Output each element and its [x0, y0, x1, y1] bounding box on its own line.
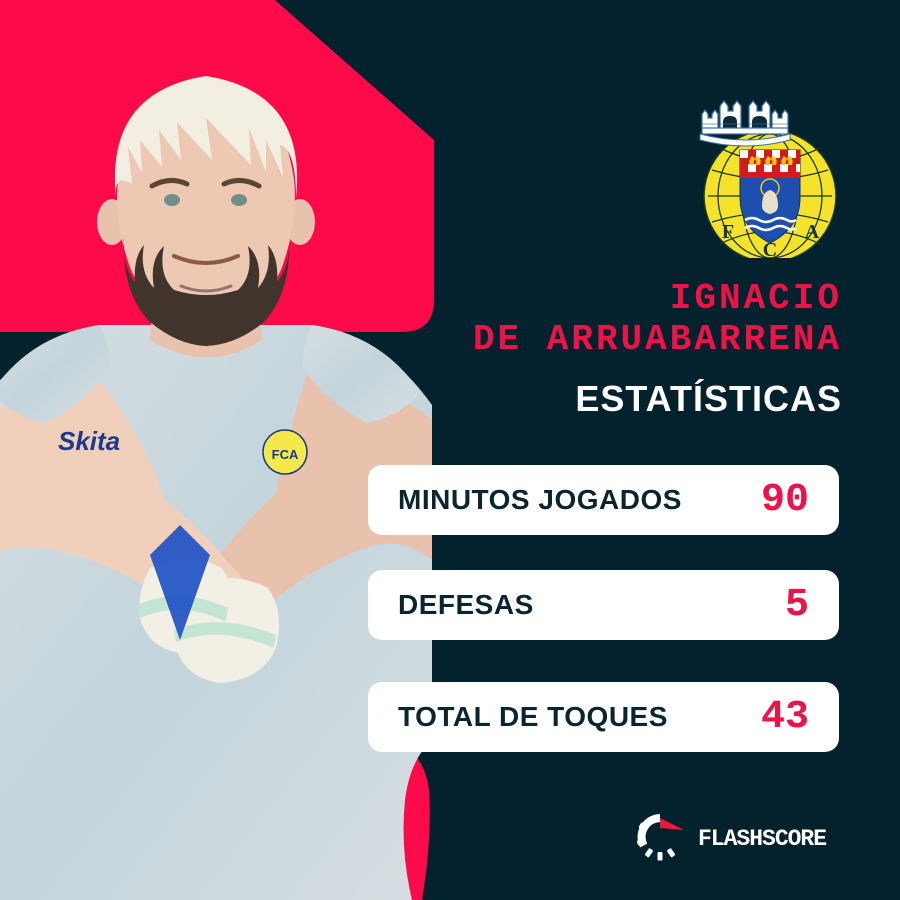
svg-text:C: C: [763, 239, 777, 258]
svg-text:A: A: [805, 221, 820, 243]
svg-text:F: F: [722, 221, 734, 243]
svg-text:Skita: Skita: [58, 426, 120, 456]
svg-text:FLASHSCORE: FLASHSCORE: [698, 826, 826, 852]
svg-text:FCA: FCA: [272, 447, 299, 462]
